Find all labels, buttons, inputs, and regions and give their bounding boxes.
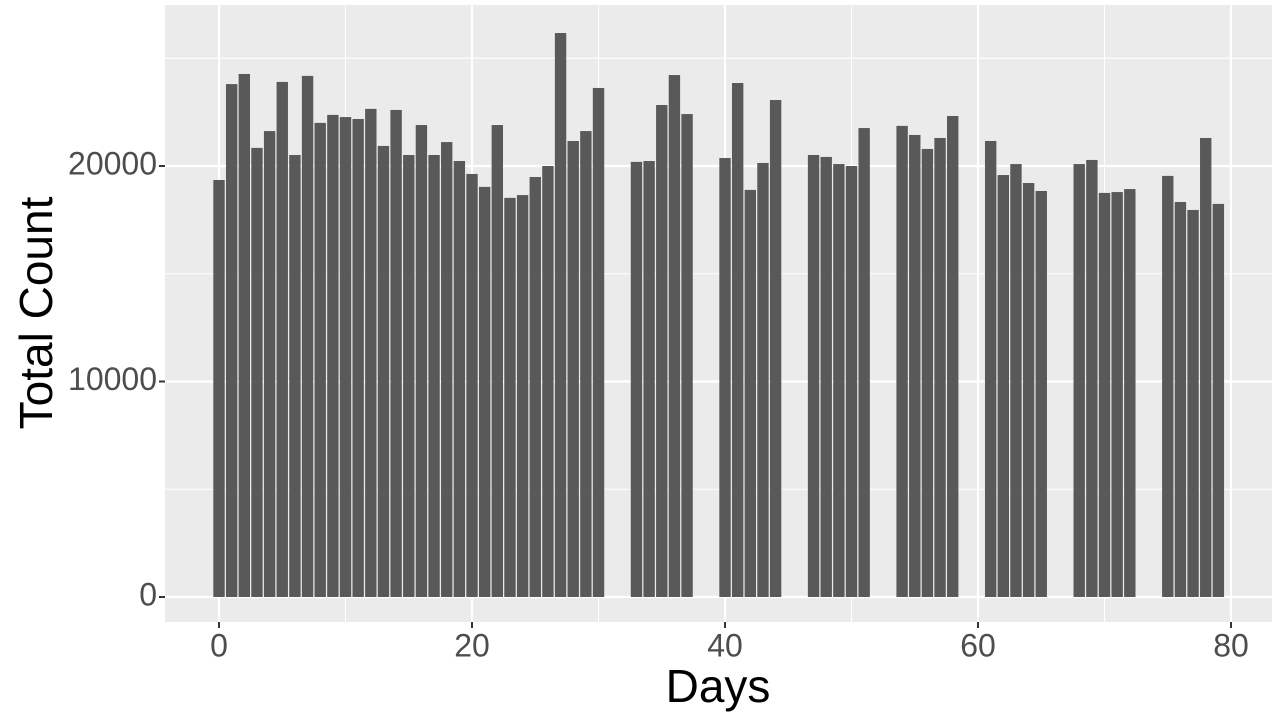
bar [276,81,288,598]
bar [1073,164,1085,598]
bar [833,164,845,598]
bar [1200,137,1212,598]
bar [921,148,934,598]
bar [1035,190,1047,598]
bar [1111,192,1123,598]
bar [327,114,339,598]
bar [301,75,314,598]
bar [263,131,276,598]
bar [630,161,643,598]
bar [504,197,516,598]
bar [225,84,238,598]
bar [567,140,579,598]
bar [1212,203,1225,598]
bar [453,161,466,598]
y-tick-label: 10000 [68,361,157,397]
y-tick-label: 20000 [68,145,157,181]
bar [997,175,1010,598]
bar [289,154,301,598]
bar [441,142,453,598]
bar [592,87,605,598]
y-axis-title: Total Count [10,196,62,429]
bar [1022,183,1035,598]
bar [643,161,655,598]
bar [1162,175,1174,598]
x-tick-label: 40 [707,627,743,663]
bar [554,33,567,598]
bar [238,73,251,598]
bar [415,125,428,598]
bar [251,147,263,598]
bar [731,83,744,598]
bar [909,134,921,598]
bar [580,131,592,598]
bar [807,154,820,598]
bar [984,140,997,598]
x-tick-label: 80 [1213,627,1249,663]
bar [1124,189,1136,598]
bar [769,100,782,598]
bar [681,114,693,598]
bar [428,154,440,598]
bar [542,165,554,598]
bar [365,108,377,598]
bar [478,186,491,598]
x-tick-label: 20 [454,627,490,663]
x-tick-label: 60 [960,627,996,663]
x-axis-title: Days [666,660,771,712]
bar [1187,209,1199,598]
y-tick-label: 0 [139,576,157,612]
bar [339,117,352,598]
bar [529,176,541,598]
bar [491,125,504,598]
bar [668,75,681,598]
bar [896,125,908,598]
bar [744,189,757,598]
bar [934,137,946,598]
bar [377,145,390,598]
bar [656,104,668,598]
bar [390,109,402,598]
bar [947,115,959,598]
bar [845,165,858,598]
x-tick-label: 0 [210,627,228,663]
bar [352,119,364,598]
bar [314,122,326,598]
bar [1010,164,1022,598]
bar [516,195,529,598]
bar [820,156,832,598]
bar [1098,192,1111,598]
bar [757,162,769,598]
bar [213,179,225,598]
bar [403,154,415,598]
bar [1086,159,1098,598]
bar [1174,201,1187,598]
bar [858,128,870,598]
bar [466,173,478,598]
bar [719,158,731,598]
